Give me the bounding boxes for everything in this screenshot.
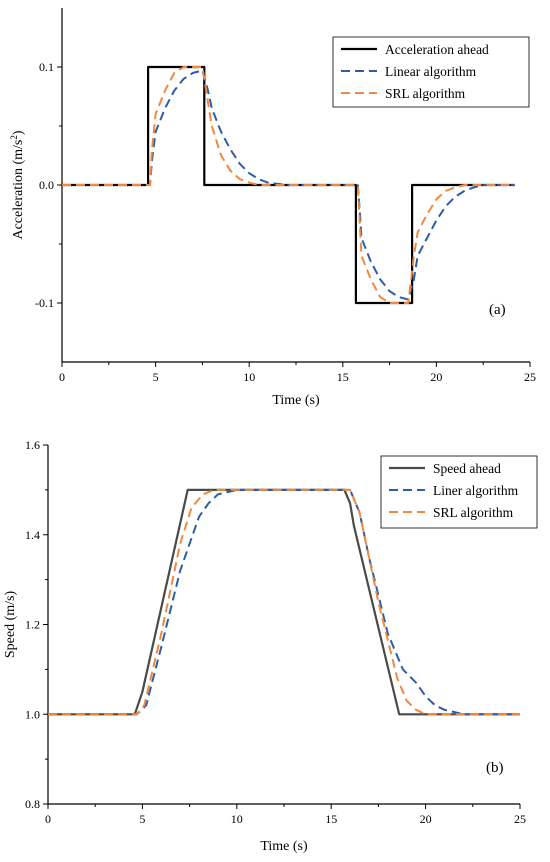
- y-tick-label: 1.0: [25, 707, 40, 721]
- y-tick-label: 1.2: [25, 618, 40, 632]
- x-tick-label: 5: [153, 370, 159, 384]
- x-tick-label: 0: [59, 370, 65, 384]
- x-tick-label: 10: [231, 812, 243, 826]
- x-tick-label: 15: [337, 370, 349, 384]
- legend: Acceleration ahead Linear algorithm SRL al…: [332, 36, 530, 108]
- y-tick-label: 0.8: [25, 797, 40, 811]
- legend: Speed ahead Liner algorithm SRL algorithm: [380, 455, 538, 529]
- chart-panel: 0 5 10 15 20 25 0.8 1.0 1.2 1.4 1.6 Time (s) Speed (…: [3, 438, 538, 854]
- x-tick-label: 5: [139, 812, 145, 826]
- x-tick-label: 25: [514, 812, 526, 826]
- y-axis-label-superscript: 2: [9, 135, 19, 140]
- x-tick-label: 15: [325, 812, 337, 826]
- legend-label: SRL algorithm: [433, 505, 514, 520]
- y-tick-label: 0.1: [39, 60, 54, 74]
- x-tick-label: 25: [524, 370, 536, 384]
- legend-label: Liner algorithm: [433, 483, 519, 498]
- y-tick-label: 1.6: [25, 438, 40, 452]
- legend-label: Acceleration ahead: [385, 42, 489, 57]
- y-axis-label: Acceleration (m/s2): [9, 130, 26, 239]
- legend-label: Speed ahead: [433, 461, 501, 476]
- x-axis-label: Time (s): [272, 393, 320, 408]
- y-tick-label: 0.0: [39, 178, 54, 192]
- y-axis-label: Speed (m/s): [3, 591, 18, 659]
- y-tick-label: 1.4: [25, 528, 40, 542]
- series-line: [62, 69, 515, 301]
- x-tick-label: 0: [45, 812, 51, 826]
- panel-label: (a): [489, 302, 506, 318]
- y-tick-label: -0.1: [35, 296, 54, 310]
- legend-label: SRL algorithm: [385, 86, 466, 101]
- panel-label: (b): [486, 760, 504, 776]
- x-tick-label: 20: [420, 812, 432, 826]
- x-tick-label: 10: [243, 370, 255, 384]
- y-axis-label-text: Speed (m/s): [3, 591, 18, 659]
- x-tick-label: 20: [430, 370, 442, 384]
- series-line: [62, 66, 515, 304]
- chart-panel: 0 5 10 15 20 25 -0.1 0.0 0.1 Time (s) Acceleration…: [9, 8, 536, 408]
- x-axis-label: Time (s): [260, 839, 308, 854]
- series-line: [48, 488, 520, 716]
- y-axis-label-tail: ): [11, 130, 26, 135]
- y-axis-label-text: Acceleration (m/s: [11, 140, 26, 240]
- legend-label: Linear algorithm: [385, 64, 477, 79]
- series-line: [48, 488, 520, 716]
